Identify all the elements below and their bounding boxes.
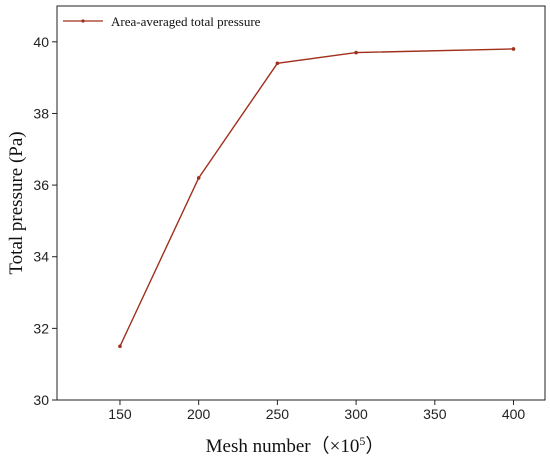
data-point — [354, 50, 358, 55]
series-line — [119, 48, 514, 347]
y-tick-label: 40 — [33, 34, 49, 50]
x-axis-label-close: ） — [365, 435, 384, 457]
x-axis-label: Mesh number（×105） — [206, 434, 385, 457]
x-tick-label: 350 — [423, 406, 447, 422]
legend-label: Area-averaged total pressure — [111, 14, 261, 29]
data-point — [196, 176, 201, 180]
y-tick-label: 32 — [33, 320, 49, 336]
x-axis-ticks: 150 200 250 300 350 400 — [108, 400, 525, 422]
x-tick-label: 400 — [502, 406, 526, 422]
data-point — [118, 344, 122, 349]
y-tick-label: 30 — [33, 392, 49, 408]
y-tick-label: 36 — [33, 177, 49, 193]
legend: Area-averaged total pressure — [63, 14, 261, 29]
data-point — [511, 47, 516, 51]
x-axis-label-unit: （×10 — [311, 435, 360, 457]
x-tick-label: 150 — [108, 406, 132, 422]
x-tick-label: 250 — [266, 406, 290, 422]
x-tick-label: 300 — [344, 406, 368, 422]
y-tick-label: 38 — [33, 105, 49, 121]
legend-marker — [81, 19, 85, 23]
y-axis-ticks: 30 32 34 36 38 40 — [33, 34, 57, 408]
y-axis-label: Total pressure (Pa) — [6, 131, 27, 274]
y-tick-label: 34 — [33, 249, 49, 265]
series-layer — [118, 47, 516, 349]
x-axis-label-exponent: 5 — [359, 434, 365, 448]
x-tick-label: 200 — [187, 406, 211, 422]
plot-frame — [56, 5, 546, 401]
data-point — [275, 61, 280, 66]
x-axis-label-text: Mesh number — [206, 436, 312, 457]
